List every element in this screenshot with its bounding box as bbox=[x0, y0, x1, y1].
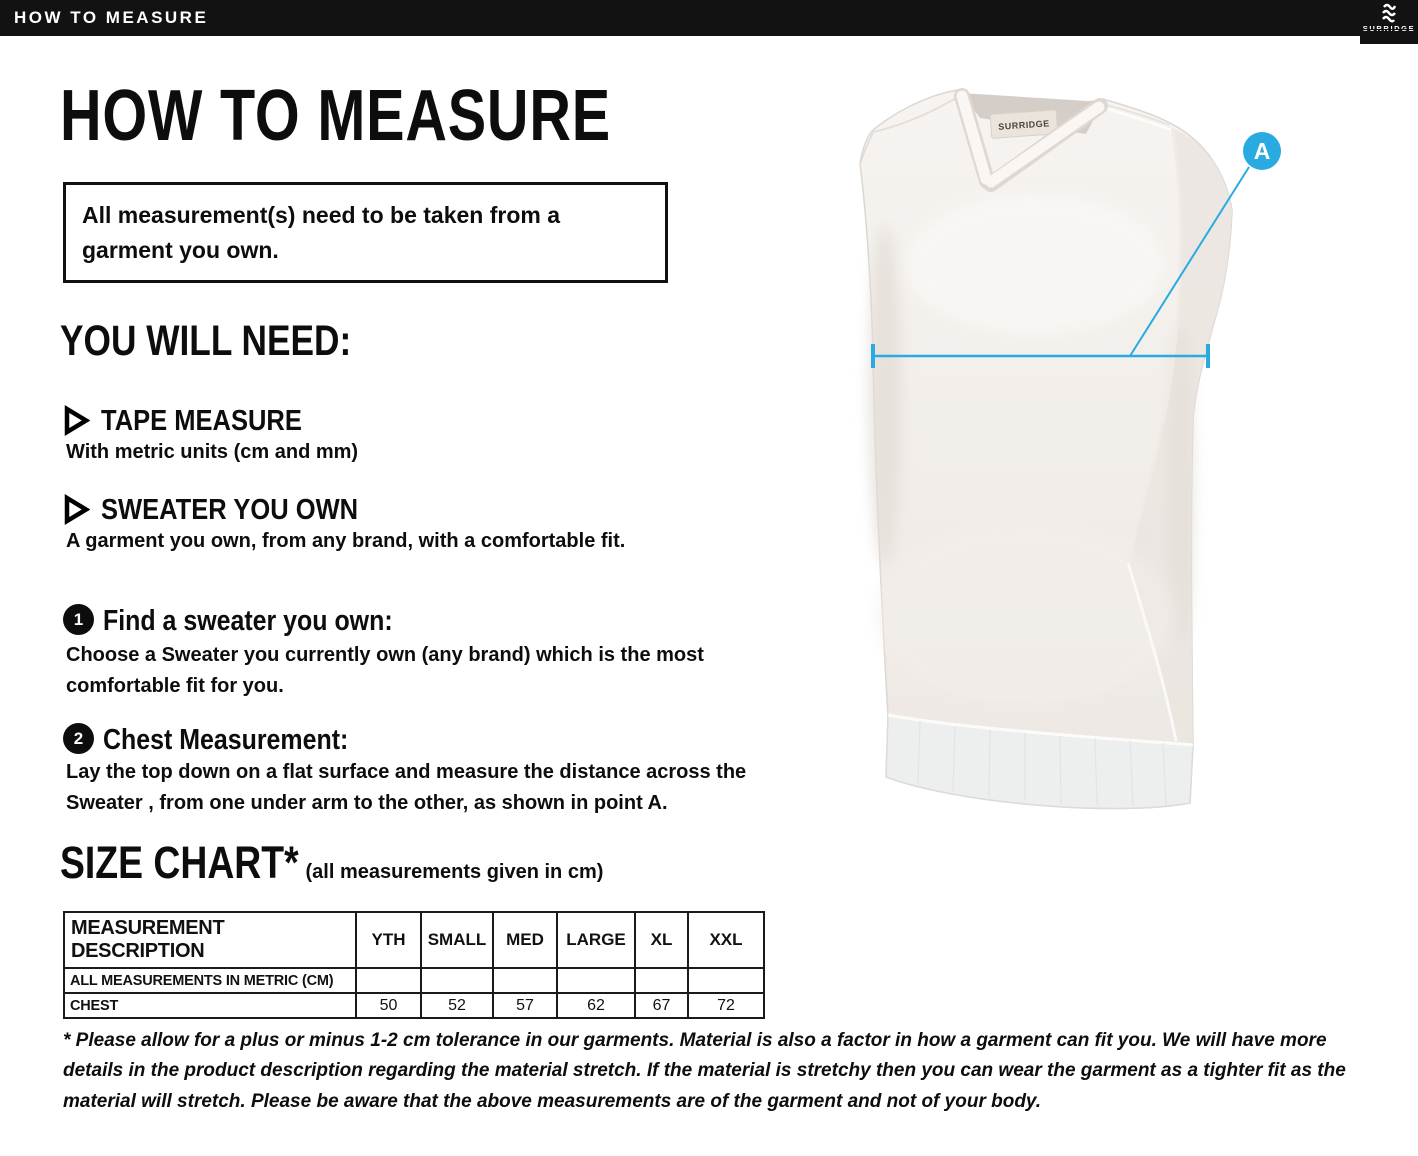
column-header: XXL bbox=[687, 911, 765, 969]
step-number-badge: 1 bbox=[63, 604, 94, 635]
item-title-tape-measure: TAPE MEASURE bbox=[101, 405, 302, 437]
measurement-marker-a: A bbox=[1243, 132, 1281, 170]
notice-text: All measurement(s) need to be taken from… bbox=[82, 202, 561, 263]
cell-value bbox=[355, 967, 422, 994]
step-number-badge: 2 bbox=[63, 723, 94, 754]
size-chart-heading-row: SIZE CHART* (all measurements given in c… bbox=[60, 840, 603, 885]
cell-value: 67 bbox=[634, 992, 689, 1019]
cell-value bbox=[687, 967, 765, 994]
cell-value bbox=[556, 967, 636, 994]
item-title-sweater: SWEATER YOU OWN bbox=[101, 494, 359, 526]
footnote: * Please allow for a plus or minus 1-2 c… bbox=[63, 1030, 1346, 1112]
column-header: LARGE bbox=[556, 911, 636, 969]
page-title: HOW TO MEASURE bbox=[60, 76, 611, 156]
marker-a-label: A bbox=[1254, 138, 1271, 164]
column-header: MEASUREMENT DESCRIPTION bbox=[63, 911, 357, 969]
size-chart-subheading: (all measurements given in cm) bbox=[305, 861, 604, 883]
step-title-find-sweater: Find a sweater you own: bbox=[103, 605, 393, 637]
play-icon bbox=[64, 494, 90, 525]
brand-name: SURRIDGE bbox=[1360, 24, 1418, 33]
you-will-need-heading: YOU WILL NEED: bbox=[60, 317, 352, 365]
table-row: ALL MEASUREMENTS IN METRIC (CM) bbox=[63, 967, 765, 994]
cell-value: 50 bbox=[355, 992, 422, 1019]
size-chart-heading: SIZE CHART* bbox=[60, 837, 299, 888]
column-header: SMALL bbox=[420, 911, 494, 969]
row-label: ALL MEASUREMENTS IN METRIC (CM) bbox=[63, 967, 357, 994]
cell-value: 52 bbox=[420, 992, 494, 1019]
cell-value: 62 bbox=[556, 992, 636, 1019]
cell-value: 72 bbox=[687, 992, 765, 1019]
topbar: HOW TO MEASURE bbox=[0, 0, 1418, 36]
notice-box: All measurement(s) need to be taken from… bbox=[63, 182, 668, 283]
cell-value: 57 bbox=[492, 992, 558, 1019]
size-table: MEASUREMENT DESCRIPTION YTH SMALL MED LA… bbox=[63, 911, 765, 1019]
column-header: MED bbox=[492, 911, 558, 969]
play-icon bbox=[64, 405, 90, 436]
row-label: CHEST bbox=[63, 992, 357, 1019]
surridge-s-mark-icon bbox=[1382, 3, 1397, 23]
garment-illustration: SURRIDGE bbox=[859, 88, 1281, 810]
step-description-chest-measurement: Lay the top down on a flat surface and m… bbox=[66, 761, 747, 814]
table-row: CHEST 50 52 57 62 67 72 bbox=[63, 992, 765, 1019]
step-description-find-sweater: Choose a Sweater you currently own (any … bbox=[66, 644, 704, 697]
cell-value bbox=[634, 967, 689, 994]
brand-logo: SURRIDGE bbox=[1360, 0, 1418, 44]
cell-value bbox=[492, 967, 558, 994]
cell-value bbox=[420, 967, 494, 994]
measurement-line bbox=[871, 166, 1250, 368]
item-description-tape-measure: With metric units (cm and mm) bbox=[66, 441, 359, 463]
item-description-sweater: A garment you own, from any brand, with … bbox=[66, 530, 626, 552]
topbar-title: HOW TO MEASURE bbox=[14, 8, 209, 27]
garment-figure: SURRIDGE bbox=[785, 55, 1355, 855]
column-header: XL bbox=[634, 911, 689, 969]
step-title-chest-measurement: Chest Measurement: bbox=[103, 724, 349, 756]
column-header: YTH bbox=[355, 911, 422, 969]
garment-collar-label: SURRIDGE bbox=[998, 118, 1050, 132]
